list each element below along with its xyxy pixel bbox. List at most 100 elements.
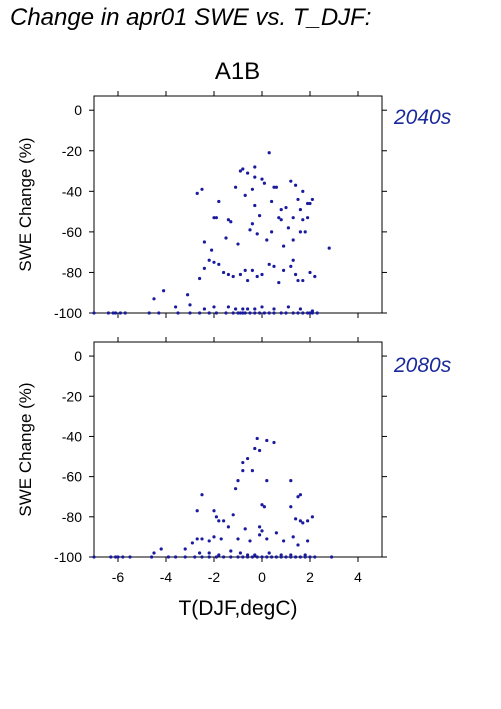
data-point-2040s	[272, 185, 276, 189]
data-point-2040s	[306, 216, 310, 220]
data-point-2080s	[217, 519, 221, 523]
data-point-2040s	[286, 305, 290, 309]
y-tick-label-2040s: 0	[74, 102, 82, 118]
x-axis-label: T(DJF,degC)	[178, 597, 297, 620]
data-point-2080s	[253, 446, 257, 451]
y-tick-label-2080s: 0	[74, 348, 82, 364]
data-point-2080s	[258, 533, 262, 537]
data-point-2080s	[313, 555, 317, 559]
period-label-2080s: 2080s	[394, 354, 452, 377]
data-point-2080s	[303, 553, 307, 557]
data-point-2040s	[284, 205, 288, 210]
data-point-2040s	[123, 311, 127, 315]
x-tick-label-2080s: 0	[258, 569, 266, 585]
data-point-2080s	[294, 555, 298, 559]
data-point-2040s	[210, 248, 214, 252]
data-point-2040s	[243, 311, 247, 315]
data-point-2080s	[294, 517, 298, 521]
x-tick-label-2080s: -2	[208, 569, 221, 585]
data-point-2040s	[291, 311, 295, 315]
data-point-2080s	[255, 436, 259, 441]
data-point-2080s	[255, 555, 259, 559]
data-point-2080s	[222, 519, 226, 523]
data-point-2080s	[214, 515, 218, 519]
data-point-2040s	[274, 185, 278, 189]
data-point-2080s	[306, 519, 310, 523]
data-point-2040s	[195, 191, 199, 195]
y-tick-label-2040s: -80	[62, 264, 82, 280]
data-point-2080s	[282, 539, 286, 543]
data-point-2040s	[267, 151, 271, 155]
data-point-2080s	[265, 438, 269, 443]
data-point-2040s	[315, 311, 319, 315]
data-point-2080s	[114, 555, 118, 559]
data-point-2080s	[291, 535, 295, 539]
scenario-title: A1B	[214, 58, 261, 85]
data-point-2040s	[202, 307, 206, 311]
data-point-2080s	[236, 479, 240, 483]
x-tick-label-2080s: -4	[160, 569, 173, 585]
data-point-2080s	[212, 509, 216, 513]
data-point-2080s	[262, 505, 266, 509]
data-point-2040s	[282, 244, 286, 248]
data-point-2040s	[188, 311, 192, 315]
data-point-2080s	[272, 440, 276, 445]
data-point-2080s	[207, 551, 211, 555]
data-point-2040s	[289, 264, 293, 268]
data-point-2040s	[212, 305, 216, 309]
data-point-2040s	[255, 232, 259, 236]
data-point-2040s	[212, 216, 216, 220]
data-point-2080s	[260, 555, 264, 559]
data-point-2080s	[296, 495, 300, 499]
data-point-2080s	[301, 521, 305, 525]
data-point-2080s	[219, 537, 223, 541]
data-point-2040s	[238, 169, 242, 173]
y-tick-label-2040s: -60	[62, 224, 82, 240]
data-point-2040s	[214, 216, 218, 220]
data-point-2040s	[301, 278, 305, 283]
data-point-2080s	[236, 537, 240, 541]
data-point-2080s	[265, 479, 269, 483]
data-point-2040s	[207, 311, 211, 315]
data-point-2040s	[226, 218, 230, 222]
data-point-2040s	[106, 311, 110, 315]
data-point-2040s	[241, 307, 245, 311]
data-point-2040s	[92, 311, 96, 315]
data-point-2080s	[128, 555, 132, 559]
data-point-2040s	[272, 264, 276, 268]
data-point-2040s	[253, 175, 257, 179]
data-point-2080s	[193, 555, 197, 559]
data-point-2040s	[308, 311, 312, 315]
data-point-2040s	[289, 179, 293, 183]
y-tick-label-2040s: -40	[62, 183, 82, 199]
data-point-2040s	[248, 228, 252, 232]
data-point-2080s	[174, 555, 178, 559]
data-point-2080s	[214, 555, 218, 559]
data-point-2040s	[270, 230, 274, 234]
data-point-2040s	[308, 201, 312, 206]
data-point-2080s	[289, 553, 293, 557]
data-point-2080s	[92, 555, 96, 559]
y-tick-label-2080s: -20	[62, 388, 82, 404]
y-tick-label-2080s: -80	[62, 509, 82, 525]
data-point-2080s	[298, 555, 302, 559]
data-point-2080s	[284, 555, 288, 559]
data-point-2040s	[279, 311, 283, 315]
data-point-2040s	[250, 187, 254, 191]
data-point-2080s	[308, 555, 312, 559]
data-point-2040s	[267, 262, 271, 266]
data-point-2040s	[222, 270, 226, 275]
data-point-2080s	[200, 493, 204, 497]
data-point-2080s	[241, 460, 245, 465]
data-point-2040s	[224, 311, 228, 315]
data-point-2080s	[310, 515, 314, 519]
data-point-2040s	[296, 197, 300, 202]
data-point-2040s	[253, 203, 257, 208]
data-point-2040s	[260, 305, 264, 309]
data-point-2040s	[279, 218, 283, 222]
data-point-2040s	[253, 311, 257, 315]
data-point-2040s	[152, 297, 156, 301]
data-point-2080s	[265, 537, 269, 541]
x-tick-label-2080s: 2	[306, 569, 314, 585]
data-point-2040s	[298, 307, 302, 311]
